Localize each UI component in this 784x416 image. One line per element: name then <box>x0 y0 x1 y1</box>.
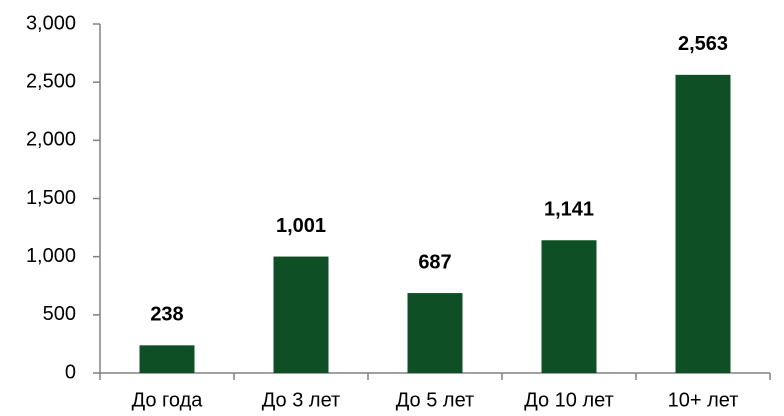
y-tick-label: 500 <box>43 303 76 325</box>
y-tick-label: 1,500 <box>26 187 76 209</box>
bar <box>273 256 329 373</box>
y-tick-label: 3,000 <box>26 12 76 34</box>
bar <box>407 293 463 373</box>
bar <box>139 345 195 373</box>
x-tick-label: 10+ лет <box>668 389 739 411</box>
x-tick-label: До 3 лет <box>262 389 340 411</box>
data-label: 687 <box>418 251 451 273</box>
data-label: 2,563 <box>678 33 728 55</box>
y-tick-label: 2,500 <box>26 70 76 92</box>
data-label: 1,001 <box>276 215 326 237</box>
data-label: 1,141 <box>544 199 594 221</box>
x-tick-label: До года <box>132 389 204 411</box>
y-tick-label: 0 <box>65 361 76 383</box>
y-tick-label: 2,000 <box>26 129 76 151</box>
x-tick-label: До 5 лет <box>396 389 474 411</box>
data-label: 238 <box>150 304 183 326</box>
bar <box>541 240 597 373</box>
x-tick-label: До 10 лет <box>524 389 614 411</box>
y-tick-label: 1,000 <box>26 245 76 267</box>
bar <box>675 74 731 373</box>
